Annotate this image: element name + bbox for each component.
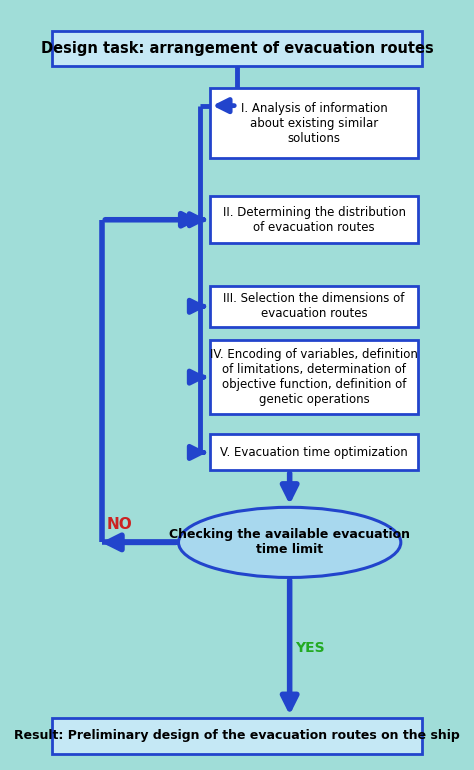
FancyBboxPatch shape	[210, 89, 419, 158]
Text: II. Determining the distribution
of evacuation routes: II. Determining the distribution of evac…	[222, 206, 406, 234]
Text: V. Evacuation time optimization: V. Evacuation time optimization	[220, 446, 408, 459]
FancyBboxPatch shape	[210, 286, 419, 326]
Text: YES: YES	[295, 641, 325, 654]
FancyBboxPatch shape	[210, 340, 419, 414]
Text: Checking the available evacuation
time limit: Checking the available evacuation time l…	[169, 528, 410, 557]
FancyBboxPatch shape	[52, 718, 422, 754]
FancyBboxPatch shape	[52, 31, 422, 65]
Text: I. Analysis of information
about existing similar
solutions: I. Analysis of information about existin…	[241, 102, 387, 145]
FancyBboxPatch shape	[210, 196, 419, 243]
FancyBboxPatch shape	[210, 434, 419, 470]
Ellipse shape	[179, 507, 401, 578]
Text: Result: Preliminary design of the evacuation routes on the ship: Result: Preliminary design of the evacua…	[14, 729, 460, 742]
Text: IV. Encoding of variables, definition
of limitations, determination of
objective: IV. Encoding of variables, definition of…	[210, 348, 418, 406]
Text: NO: NO	[107, 517, 133, 533]
Text: Design task: arrangement of evacuation routes: Design task: arrangement of evacuation r…	[41, 41, 433, 55]
Text: III. Selection the dimensions of
evacuation routes: III. Selection the dimensions of evacuat…	[223, 293, 405, 320]
